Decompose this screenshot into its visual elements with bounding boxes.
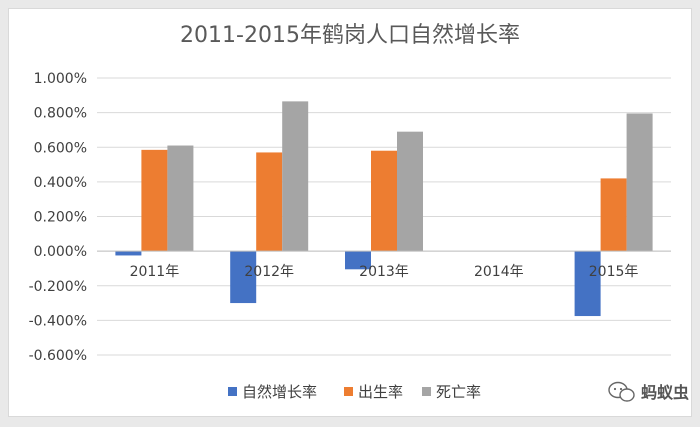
bar-自然增长率-2011年 bbox=[115, 251, 142, 256]
legend-swatch bbox=[422, 387, 431, 396]
y-tick-label: -0.600% bbox=[29, 348, 87, 364]
watermark: 蚂蚁虫 bbox=[608, 381, 689, 402]
chart-frame: 2011-2015年鹤岗人口自然增长率 1.000% 0.800% 0.600% 0.… bbox=[8, 8, 692, 417]
bar-自然增长率-2015年 bbox=[574, 251, 601, 317]
y-tick-label: 0.200% bbox=[34, 210, 87, 226]
y-tick-label: 0.400% bbox=[34, 175, 87, 191]
x-tick-label: 2015年 bbox=[589, 264, 639, 280]
legend-label: 死亡率 bbox=[436, 383, 481, 401]
bar-自然增长率-2013年 bbox=[345, 251, 371, 270]
bar-自然增长率-2012年 bbox=[230, 251, 257, 304]
bar-出生率-2015年 bbox=[600, 178, 627, 252]
y-axis: 1.000% 0.800% 0.600% 0.400% 0.200% 0.000% -0.2… bbox=[29, 71, 87, 364]
bar-出生率-2012年 bbox=[256, 152, 283, 252]
legend: 自然增长率 出生率 死亡率 bbox=[228, 383, 481, 401]
bar-死亡率-2012年 bbox=[282, 101, 309, 252]
bars bbox=[115, 101, 653, 317]
y-tick-label: -0.200% bbox=[29, 279, 87, 295]
x-tick-label: 2014年 bbox=[474, 264, 524, 280]
legend-label: 出生率 bbox=[358, 383, 403, 401]
legend-swatch bbox=[344, 387, 353, 396]
bar-出生率-2013年 bbox=[371, 150, 397, 252]
wechat-icon bbox=[608, 381, 635, 402]
chart-title: 2011-2015年鹤岗人口自然增长率 bbox=[180, 23, 520, 48]
y-tick-label: -0.400% bbox=[29, 313, 87, 329]
legend-swatch bbox=[228, 387, 237, 396]
y-tick-label: 0.000% bbox=[34, 244, 87, 260]
x-axis: 2011年 2012年 2013年 2014年 2015年 bbox=[97, 250, 671, 280]
y-tick-label: 0.600% bbox=[34, 140, 87, 156]
legend-label: 自然增长率 bbox=[242, 383, 317, 401]
bar-死亡率-2015年 bbox=[626, 113, 653, 252]
y-tick-label: 1.000% bbox=[34, 71, 87, 87]
x-tick-label: 2011年 bbox=[130, 264, 180, 280]
y-tick-label: 0.800% bbox=[34, 106, 87, 122]
bar-死亡率-2011年 bbox=[167, 145, 194, 252]
watermark-text: 蚂蚁虫 bbox=[641, 383, 689, 402]
bar-死亡率-2013年 bbox=[397, 131, 423, 252]
chart-svg: 2011-2015年鹤岗人口自然增长率 1.000% 0.800% 0.600% 0.… bbox=[29, 23, 689, 402]
x-tick-label: 2012年 bbox=[244, 264, 294, 280]
bar-出生率-2011年 bbox=[141, 149, 168, 252]
x-tick-label: 2013年 bbox=[359, 264, 409, 280]
